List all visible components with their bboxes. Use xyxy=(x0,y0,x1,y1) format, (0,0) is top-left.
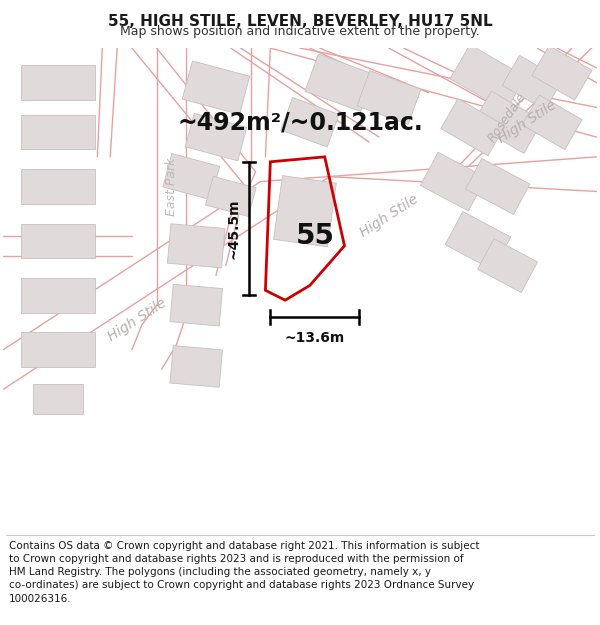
Polygon shape xyxy=(357,71,421,124)
Text: ~45.5m: ~45.5m xyxy=(227,198,241,259)
Polygon shape xyxy=(445,211,511,270)
Text: ~13.6m: ~13.6m xyxy=(285,331,345,345)
Polygon shape xyxy=(450,44,526,111)
Polygon shape xyxy=(21,169,95,204)
Polygon shape xyxy=(522,95,582,149)
Polygon shape xyxy=(21,278,95,312)
Polygon shape xyxy=(182,61,250,114)
Polygon shape xyxy=(473,91,542,153)
Polygon shape xyxy=(478,239,538,292)
Text: 55, HIGH STILE, LEVEN, BEVERLEY, HU17 5NL: 55, HIGH STILE, LEVEN, BEVERLEY, HU17 5N… xyxy=(107,14,493,29)
Polygon shape xyxy=(21,332,95,367)
Text: High Stile: High Stile xyxy=(105,296,169,344)
Text: Contains OS data © Crown copyright and database right 2021. This information is : Contains OS data © Crown copyright and d… xyxy=(9,541,479,604)
Polygon shape xyxy=(502,56,562,110)
Polygon shape xyxy=(281,98,339,147)
Polygon shape xyxy=(421,152,486,211)
Text: Map shows position and indicative extent of the property.: Map shows position and indicative extent… xyxy=(120,24,480,38)
Polygon shape xyxy=(185,113,247,161)
Polygon shape xyxy=(33,384,83,414)
Polygon shape xyxy=(205,176,256,216)
Polygon shape xyxy=(21,66,95,100)
Text: High Stile: High Stile xyxy=(496,98,559,146)
Polygon shape xyxy=(170,284,223,326)
Polygon shape xyxy=(466,159,530,214)
Text: 55: 55 xyxy=(295,222,334,250)
Polygon shape xyxy=(532,46,592,100)
Polygon shape xyxy=(170,346,223,388)
Polygon shape xyxy=(305,54,374,111)
Polygon shape xyxy=(21,224,95,258)
Polygon shape xyxy=(163,154,220,200)
Text: ~492m²/~0.121ac.: ~492m²/~0.121ac. xyxy=(177,110,423,134)
Text: Rosedale: Rosedale xyxy=(486,90,529,144)
Text: East Park: East Park xyxy=(165,158,178,216)
Polygon shape xyxy=(167,224,225,268)
Text: High Stile: High Stile xyxy=(357,192,421,240)
Polygon shape xyxy=(274,176,337,247)
Polygon shape xyxy=(21,115,95,149)
Polygon shape xyxy=(441,99,505,156)
